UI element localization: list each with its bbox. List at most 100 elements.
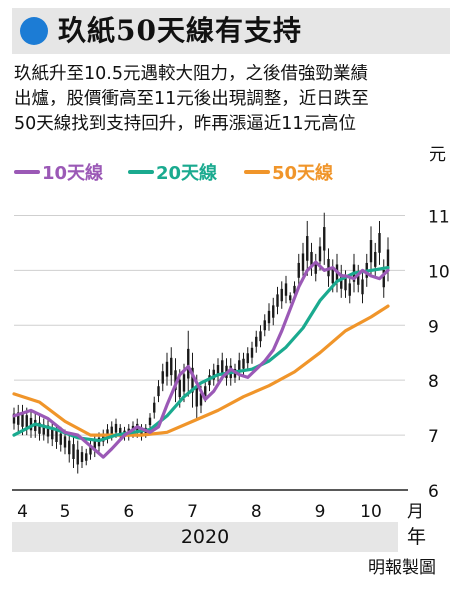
price-bar-body <box>323 227 326 251</box>
price-bar-body <box>25 415 28 428</box>
price-bar-body <box>17 412 20 425</box>
price-bar-body <box>318 246 322 262</box>
x-tick-label: 5 <box>60 502 71 522</box>
price-bar-body <box>59 433 62 445</box>
x-tick-label: 4 <box>17 502 28 522</box>
price-bar-body <box>170 357 173 376</box>
price-bar-body <box>187 348 190 379</box>
price-bar-body <box>12 413 16 424</box>
year-band <box>12 522 398 552</box>
description-line: 50天線找到支持回升，昨再漲逼近11元高位 <box>14 114 357 134</box>
price-bar-body <box>314 261 317 274</box>
price-bar-body <box>348 283 351 296</box>
price-bar-body <box>331 268 334 284</box>
credit-label: 明報製圖 <box>368 558 436 578</box>
price-bar-body <box>289 295 292 301</box>
price-bar-body <box>272 305 275 318</box>
series-line-ma20 <box>12 266 390 443</box>
x-tick-label: 7 <box>187 502 198 522</box>
price-bar-body <box>55 430 58 443</box>
price-bar-body <box>68 440 71 455</box>
price-bar-body <box>51 428 54 440</box>
price-bar-body <box>174 370 177 391</box>
x-tick-label: 6 <box>123 502 134 522</box>
price-bar-body <box>72 444 75 459</box>
price-bar-body <box>191 367 194 393</box>
price-bar-body <box>63 436 67 448</box>
price-bar-body <box>119 427 122 435</box>
price-bar-body <box>306 236 309 261</box>
price-bar-body <box>182 374 186 392</box>
price-bar-body <box>85 453 88 461</box>
chart-title: 玖紙50天線有支持 <box>58 14 302 47</box>
title-bar: 玖紙50天線有支持 <box>12 8 450 54</box>
price-bar-body <box>344 277 347 291</box>
price-bar-body <box>221 360 224 373</box>
x-tick-label: 8 <box>251 502 262 522</box>
price-bar-body <box>38 422 41 434</box>
y-tick-label: 6 <box>428 482 439 502</box>
y-tick-label: 10 <box>428 262 450 282</box>
price-bar-body <box>374 251 377 267</box>
y-tick-label: 7 <box>428 427 439 447</box>
price-bar-body <box>212 369 215 380</box>
price-bar-body <box>216 365 220 377</box>
price-bar-body <box>246 353 249 364</box>
price-bar-body <box>263 320 266 331</box>
price-bar-body <box>242 358 245 369</box>
price-bar-body <box>110 426 113 436</box>
y-unit-label: 元 <box>429 145 446 165</box>
price-bar-body <box>29 417 33 431</box>
series-line-ma50 <box>12 304 390 437</box>
price-bar-body <box>250 347 254 358</box>
price-bar-body <box>382 269 385 288</box>
legend-label: 50天線 <box>272 162 333 184</box>
price-bar-body <box>161 371 164 384</box>
price-bar-body <box>284 283 288 296</box>
price-bar-body <box>157 386 160 397</box>
price-bar-body <box>276 294 279 307</box>
x-tick-label: 10 <box>360 502 382 522</box>
price-bar-body <box>255 336 258 347</box>
description-line: 玖紙升至10.5元遇較大阻力，之後借強勁業績 <box>14 64 368 84</box>
price-bar-body <box>199 393 203 406</box>
price-bar-body <box>178 379 181 398</box>
price-bar-body <box>89 445 92 455</box>
price-bar-body <box>357 272 360 285</box>
x-tick-label: 9 <box>315 502 326 522</box>
legend-label: 10天線 <box>42 162 103 184</box>
price-bar-body <box>204 386 207 397</box>
price-bar-body <box>114 423 118 433</box>
price-bar-body <box>340 273 343 289</box>
price-bar-body <box>310 251 313 267</box>
price-bar-body <box>21 413 24 427</box>
series-line-ma10 <box>12 260 390 459</box>
price-bar-body <box>42 424 45 435</box>
price-bar-body <box>76 449 79 465</box>
y-tick-label: 9 <box>428 317 439 337</box>
price-bar-body <box>238 360 241 373</box>
y-tick-label: 8 <box>428 372 439 392</box>
price-bar-body <box>297 262 300 278</box>
price-bar-body <box>369 240 373 263</box>
price-bar-body <box>361 279 364 295</box>
price-bar-body <box>301 253 305 271</box>
year-unit-label: 年 <box>407 526 427 548</box>
price-bar-body <box>293 285 296 294</box>
description: 玖紙升至10.5元遇較大阻力，之後借強勁業績 出爐，股價衝高至11元後出現調整，… <box>14 62 454 137</box>
price-bar-body <box>148 417 152 426</box>
price-bar-body <box>386 249 390 270</box>
price-bar-body <box>267 310 271 324</box>
description-line: 出爐，股價衝高至11元後出現調整，近日跌至 <box>14 89 369 109</box>
price-bar-body <box>80 452 84 462</box>
price-bar-body <box>378 233 381 253</box>
price-bar-body <box>46 425 50 437</box>
price-bar-body <box>153 402 156 413</box>
legend-label: 20天線 <box>156 162 217 184</box>
price-bar-body <box>280 288 283 302</box>
x-unit-label: 月 <box>407 502 424 522</box>
year-label: 2020 <box>180 526 230 548</box>
y-tick-label: 11 <box>428 207 450 227</box>
price-bar-body <box>165 361 169 377</box>
